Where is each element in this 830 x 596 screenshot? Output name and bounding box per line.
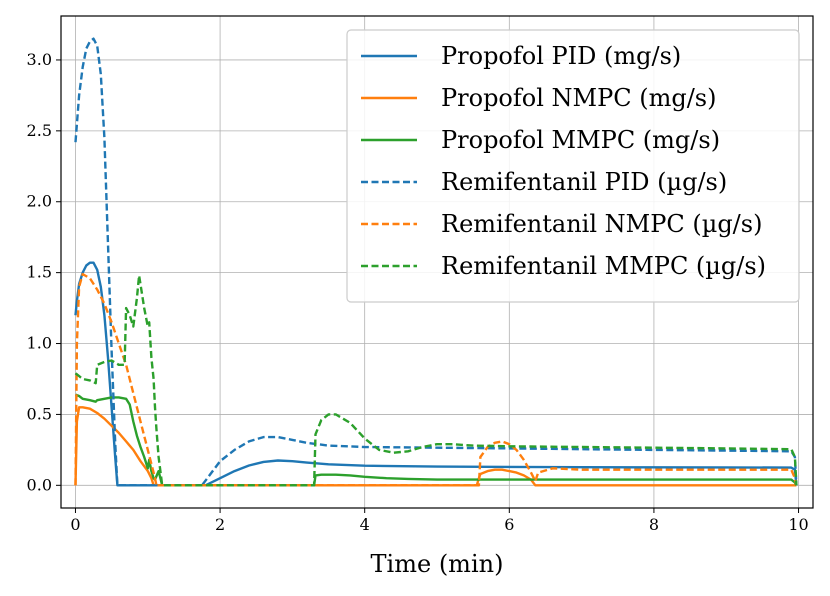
y-tick-label: 1.0 (27, 334, 52, 353)
legend-label: Remifentanil NMPC (µg/s) (441, 210, 762, 238)
y-tick-label: 0.5 (27, 404, 52, 423)
y-tick-label: 3.0 (27, 50, 52, 69)
legend-label: Propofol PID (mg/s) (441, 42, 681, 70)
legend-label: Remifentanil MMPC (µg/s) (441, 252, 766, 280)
x-axis: 0 2 4 6 8 10 (70, 508, 809, 534)
x-tick-label: 10 (788, 515, 808, 534)
x-tick-label: 8 (649, 515, 659, 534)
x-axis-title: Time (min) (371, 550, 504, 578)
y-axis: 0.0 0.5 1.0 1.5 2.0 2.5 3.0 (27, 50, 61, 494)
x-tick-label: 0 (70, 515, 80, 534)
series-lines (74, 37, 798, 487)
series-line-remifentanil-nmpc-g-s (74, 272, 798, 487)
series-line-remifentanil-pid-g-s (74, 37, 798, 487)
legend: Propofol PID (mg/s) Propofol NMPC (mg/s) P… (346, 29, 800, 303)
x-tick-label: 6 (504, 515, 514, 534)
y-tick-label: 1.5 (27, 263, 52, 282)
x-tick-label: 2 (215, 515, 225, 534)
axes-frame (60, 15, 814, 509)
y-tick-label: 2.0 (27, 192, 52, 211)
y-tick-label: 0.0 (27, 475, 52, 494)
legend-label: Remifentanil PID (µg/s) (441, 168, 727, 196)
legend-label: Propofol NMPC (mg/s) (441, 84, 716, 112)
legend-label: Propofol MMPC (mg/s) (441, 126, 720, 154)
legend-box (346, 29, 800, 303)
y-tick-label: 2.5 (27, 121, 52, 140)
series-line-propofol-mmpc-mg-s (75, 393, 798, 487)
series-line-remifentanil-mmpc-g-s (74, 274, 798, 487)
x-tick-label: 4 (360, 515, 370, 534)
